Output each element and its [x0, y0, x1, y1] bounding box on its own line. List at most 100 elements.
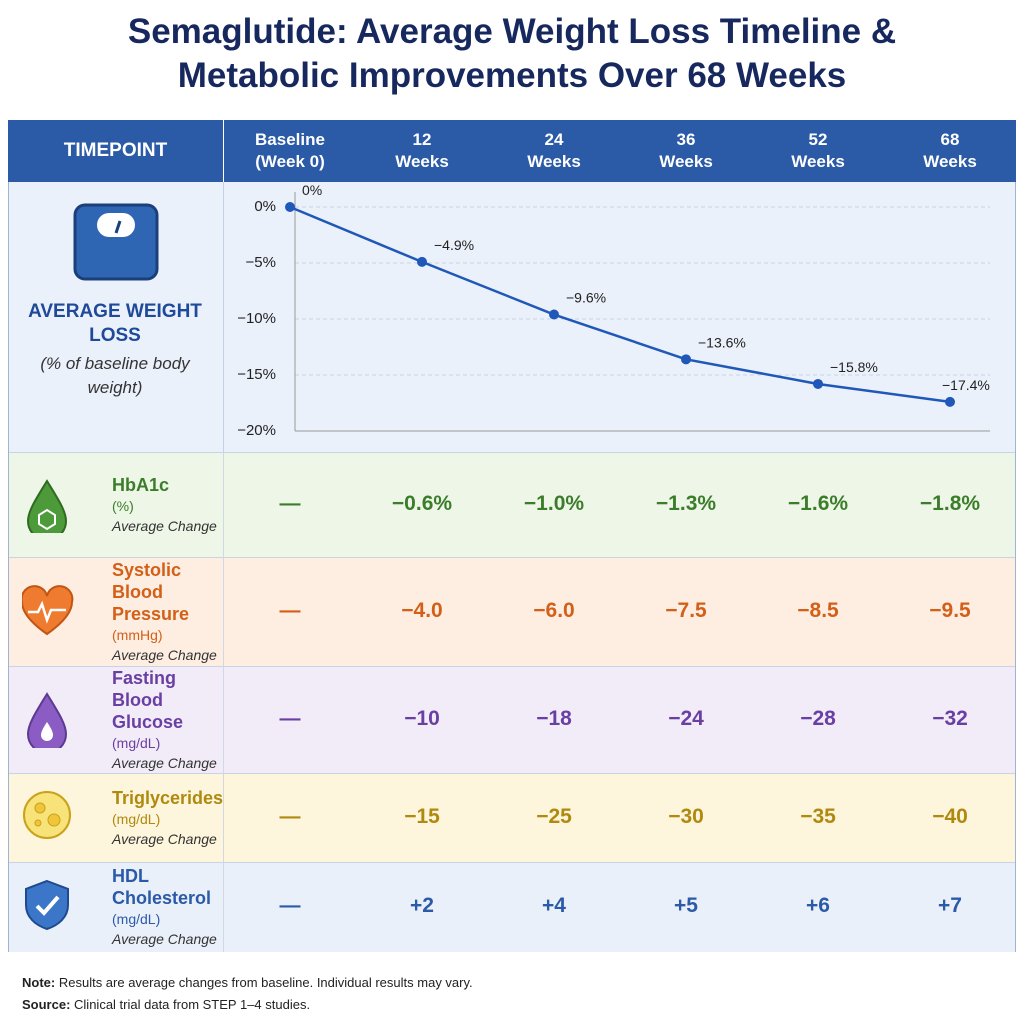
row-name: HDL Cholesterol [112, 866, 212, 908]
row-label: Triglycerides (mg/dL) Average Change [112, 787, 224, 849]
title: Semaglutide: Average Weight Loss Timelin… [127, 12, 897, 95]
row-value: −18 [536, 706, 572, 730]
row-name: Fasting Blood Glucose [112, 667, 184, 732]
row-value: −1.3% [655, 491, 717, 515]
weight-sublabel: (% of baseline body weight) [40, 354, 190, 397]
source-text: Clinical trial data from STEP 1–4 studie… [74, 997, 311, 1012]
header-column: 36 Weeks [659, 130, 713, 171]
row-value: −15 [404, 804, 440, 828]
value-label: −4.9% [434, 237, 474, 253]
row-icon [22, 790, 74, 846]
row-unit: (mg/dL) [112, 734, 161, 751]
data-point [417, 256, 427, 267]
header-column: Baseline (Week 0) [255, 130, 325, 171]
row-label: HbA1c (%) Average Change [112, 474, 224, 536]
row-value: −1.8% [919, 491, 981, 515]
data-point [945, 396, 955, 407]
scale-icon [73, 203, 159, 281]
row-value: −7.5 [665, 598, 707, 622]
header-label: TIMEPOINT [8, 120, 224, 182]
header-column: 24 Weeks [527, 130, 581, 171]
row-icon [20, 584, 74, 640]
row-value: +5 [674, 894, 698, 917]
row-note: Average Change [112, 646, 217, 663]
row-value: — [279, 894, 301, 917]
y-tick-label: −15% [237, 366, 276, 383]
row-value: −6.0 [533, 598, 575, 622]
row-unit: (mg/dL) [112, 810, 161, 827]
row-icon [22, 477, 74, 541]
row-bg [9, 862, 1015, 952]
row-label: Fasting Blood Glucose (mg/dL) Average Chan… [112, 667, 224, 773]
note-line: Note: Results are average changes from b… [22, 972, 473, 994]
row-note: Average Change [112, 931, 217, 947]
y-tick-label: −5% [246, 254, 276, 271]
y-tick-label: −10% [237, 310, 276, 327]
footer: Note: Results are average changes from b… [22, 972, 473, 1016]
column-divider [223, 773, 224, 862]
row-note: Average Change [112, 830, 217, 847]
row-label: Systolic Blood Pressure (mmHg) Average Cha… [112, 559, 224, 665]
row-icon [22, 879, 74, 935]
row-value: — [279, 491, 301, 515]
column-divider [223, 862, 224, 952]
value-label: −17.4% [942, 377, 990, 393]
row-value: −32 [932, 706, 968, 730]
row-value: — [279, 598, 301, 622]
data-point [285, 202, 295, 212]
row-name: Systolic Blood Pressure [112, 559, 190, 624]
value-label: −9.6% [566, 290, 606, 306]
row-value: — [279, 706, 301, 730]
row-value: −28 [800, 706, 836, 730]
row-value: −30 [668, 804, 704, 828]
data-point [813, 378, 823, 389]
row-bg [9, 557, 1015, 666]
row-value: +2 [410, 894, 434, 917]
row-value: −1.6% [787, 491, 849, 515]
column-divider [223, 182, 224, 452]
row-value: −0.6% [391, 491, 453, 515]
row-value: +4 [542, 894, 566, 917]
row-label: HDL Cholesterol (mg/dL) Average Change [112, 865, 224, 949]
weight-chart: 0% −5% −10% −15% −20% 0% −4.9% −9.6% −13.6% −15.8… [237, 182, 990, 439]
y-tick-label: 0% [254, 198, 276, 215]
weight-label: AVERAGE WEIGHT LOSS [28, 301, 202, 346]
row-value: +6 [806, 894, 830, 917]
data-point [549, 309, 559, 320]
row-value: −10 [404, 706, 440, 730]
weight-line [289, 205, 951, 404]
header-column: 52 Weeks [791, 130, 845, 171]
row-bg [9, 773, 1015, 862]
row-note: Average Change [112, 517, 217, 534]
header-column: 68 Weeks [923, 130, 977, 171]
column-divider [223, 452, 224, 557]
row-name: HbA1c [112, 474, 170, 495]
note-label: Note: [22, 975, 56, 990]
row-value: −4.0 [401, 598, 443, 622]
row-bg [9, 666, 1015, 773]
source-line: Source: Clinical trial data from STEP 1–… [22, 994, 473, 1016]
row-unit: (mg/dL) [112, 911, 161, 927]
row-name: Triglycerides [112, 787, 224, 808]
value-label: −13.6% [698, 334, 746, 350]
row-value: −35 [800, 804, 836, 828]
y-tick-label: −20% [237, 422, 276, 439]
header-row [8, 120, 1016, 182]
row-icon [22, 691, 74, 754]
row-unit: (%) [112, 497, 134, 514]
value-label: 0% [302, 182, 322, 198]
row-value: −25 [536, 804, 572, 828]
row-unit: (mmHg) [112, 626, 163, 643]
row-value: −40 [932, 804, 968, 828]
column-divider [223, 557, 224, 666]
row-value: −9.5 [929, 598, 971, 622]
row-value: −24 [668, 706, 704, 730]
data-point [681, 354, 691, 365]
header-column: 12 Weeks [395, 130, 449, 171]
row-bg [9, 452, 1015, 557]
source-label: Source: [22, 997, 71, 1012]
column-divider [223, 666, 224, 773]
row-value: −8.5 [797, 598, 839, 622]
weight-row-bg [9, 182, 1015, 452]
